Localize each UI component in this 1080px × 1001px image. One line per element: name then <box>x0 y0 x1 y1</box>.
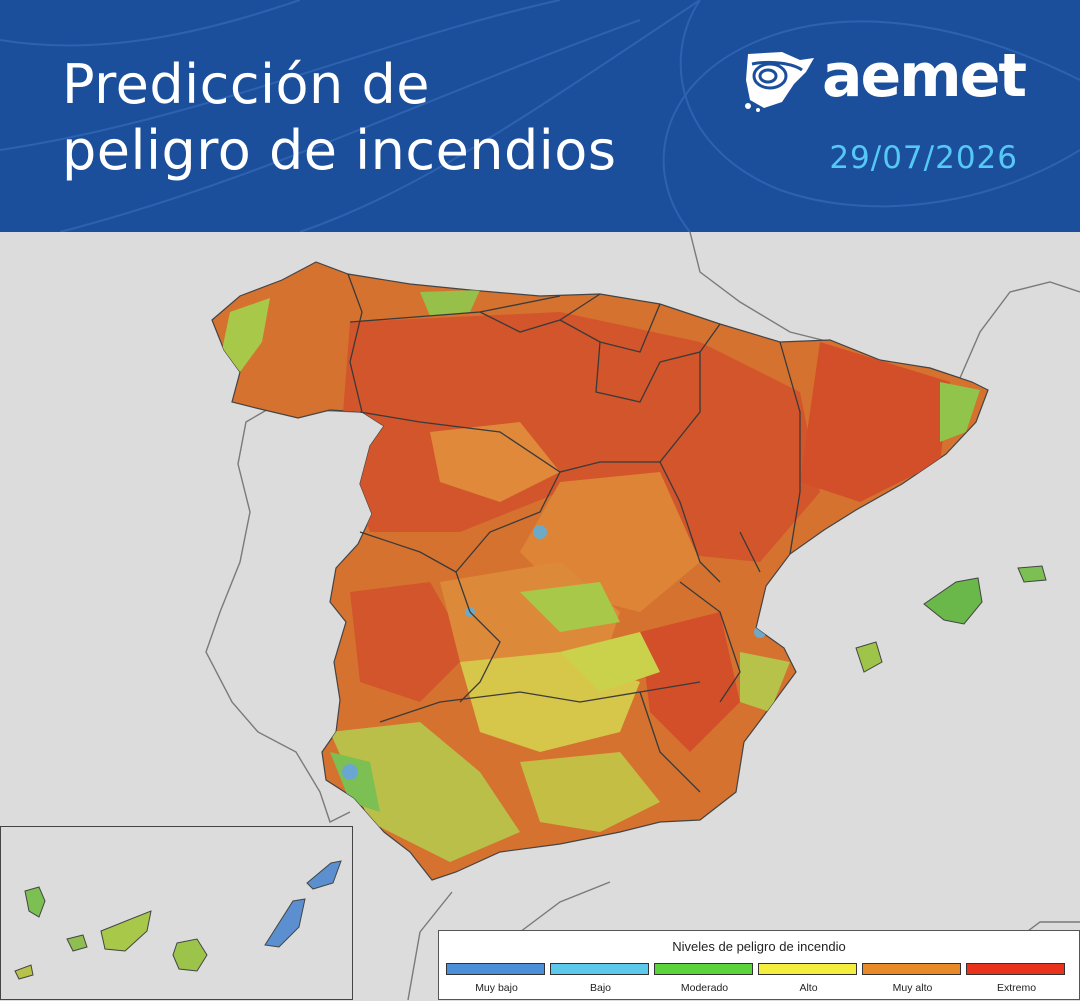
legend-item-muy-alto: Muy alto <box>862 963 963 997</box>
legend-items: Muy bajo Bajo Moderado Alto Muy alto Ext… <box>446 963 1068 997</box>
brand-name: aemet <box>822 41 1027 111</box>
legend-label: Alto <box>799 982 818 994</box>
page-title: Predicción de peligro de incendios <box>62 52 616 184</box>
legend-item-bajo: Bajo <box>550 963 651 997</box>
legend-label: Bajo <box>589 982 611 994</box>
legend-item-moderado: Moderado <box>654 963 755 997</box>
legend-label: Muy bajo <box>475 982 518 994</box>
legend-item-muy-bajo: Muy bajo <box>446 963 547 997</box>
legend-swatch <box>654 963 753 975</box>
balearic-islands <box>855 565 1047 673</box>
danger-level-fields <box>222 290 980 862</box>
aemet-logo: aemet <box>742 41 1032 116</box>
legend-swatch <box>758 963 857 975</box>
legend-swatch <box>550 963 649 975</box>
canary-islands-map <box>14 860 342 980</box>
legend-item-alto: Alto <box>758 963 859 997</box>
map-legend: Niveles de peligro de incendio Muy bajo … <box>438 930 1080 1000</box>
title-line-1: Predicción de <box>62 53 430 116</box>
legend-label: Moderado <box>680 982 729 994</box>
title-line-2: peligro de incendios <box>62 119 617 182</box>
legend-item-extremo: Extremo <box>966 963 1067 997</box>
region-borders <box>347 273 801 793</box>
fire-danger-map <box>205 232 1080 1000</box>
legend-label: Extremo <box>996 982 1037 994</box>
legend-title: Niveles de peligro de incendio <box>672 939 846 954</box>
forecast-date: 29/07/2026 <box>829 140 1018 176</box>
header-banner: Predicción de peligro de incendios aemet… <box>0 0 1080 232</box>
canary-islands-inset <box>0 826 353 1000</box>
legend-swatch <box>862 963 961 975</box>
legend-label: Muy alto <box>892 982 933 994</box>
legend-swatch <box>446 963 545 975</box>
legend-swatch <box>966 963 1065 975</box>
aemet-emblem-icon <box>745 52 814 112</box>
header-decoration <box>0 0 1080 232</box>
